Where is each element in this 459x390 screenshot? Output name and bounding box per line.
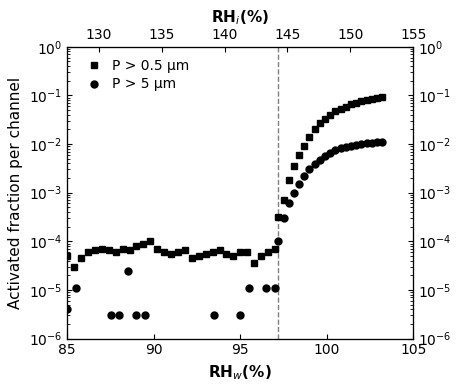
P > 0.5 μm [196, 254, 201, 258]
P > 0.5 μm [64, 254, 70, 258]
Line: P > 0.5 μm: P > 0.5 μm [64, 94, 385, 270]
P > 5 μm [134, 313, 139, 318]
P > 5 μm [296, 182, 301, 186]
P > 0.5 μm [363, 98, 369, 102]
P > 5 μm [263, 285, 269, 290]
P > 0.5 μm [291, 164, 296, 168]
P > 5 μm [275, 239, 280, 244]
P > 5 μm [301, 174, 307, 178]
P > 0.5 μm [237, 250, 242, 254]
P > 5 μm [342, 144, 348, 149]
P > 5 μm [363, 141, 369, 145]
P > 5 μm [237, 313, 242, 318]
P > 5 μm [272, 285, 277, 290]
P > 5 μm [64, 307, 70, 312]
P > 5 μm [327, 151, 332, 155]
P > 5 μm [142, 313, 147, 318]
P > 5 μm [322, 154, 327, 158]
P > 5 μm [107, 313, 113, 318]
P > 5 μm [73, 285, 78, 290]
P > 5 μm [316, 157, 322, 162]
P > 5 μm [337, 146, 343, 151]
P > 5 μm [379, 139, 384, 144]
X-axis label: RH$_{w}$(%): RH$_{w}$(%) [208, 363, 272, 382]
P > 5 μm [353, 142, 358, 147]
P > 0.5 μm [280, 198, 285, 202]
P > 5 μm [358, 142, 364, 146]
Y-axis label: Activated fraction per channel: Activated fraction per channel [8, 76, 23, 309]
P > 5 μm [280, 216, 285, 220]
P > 0.5 μm [379, 95, 384, 99]
P > 5 μm [311, 162, 317, 167]
P > 5 μm [291, 190, 296, 195]
P > 5 μm [116, 313, 122, 318]
P > 5 μm [285, 201, 291, 206]
P > 5 μm [347, 143, 353, 148]
P > 5 μm [374, 140, 379, 144]
P > 5 μm [332, 148, 337, 153]
P > 5 μm [246, 285, 251, 290]
P > 5 μm [306, 167, 312, 172]
P > 5 μm [368, 140, 374, 145]
P > 0.5 μm [71, 264, 77, 269]
Legend: P > 0.5 μm, P > 5 μm: P > 0.5 μm, P > 5 μm [74, 54, 194, 97]
X-axis label: RH$_{i}$(%): RH$_{i}$(%) [211, 8, 269, 27]
P > 5 μm [125, 269, 130, 274]
P > 5 μm [211, 313, 217, 318]
Line: P > 5 μm: P > 5 μm [64, 138, 385, 319]
P > 0.5 μm [99, 246, 104, 251]
